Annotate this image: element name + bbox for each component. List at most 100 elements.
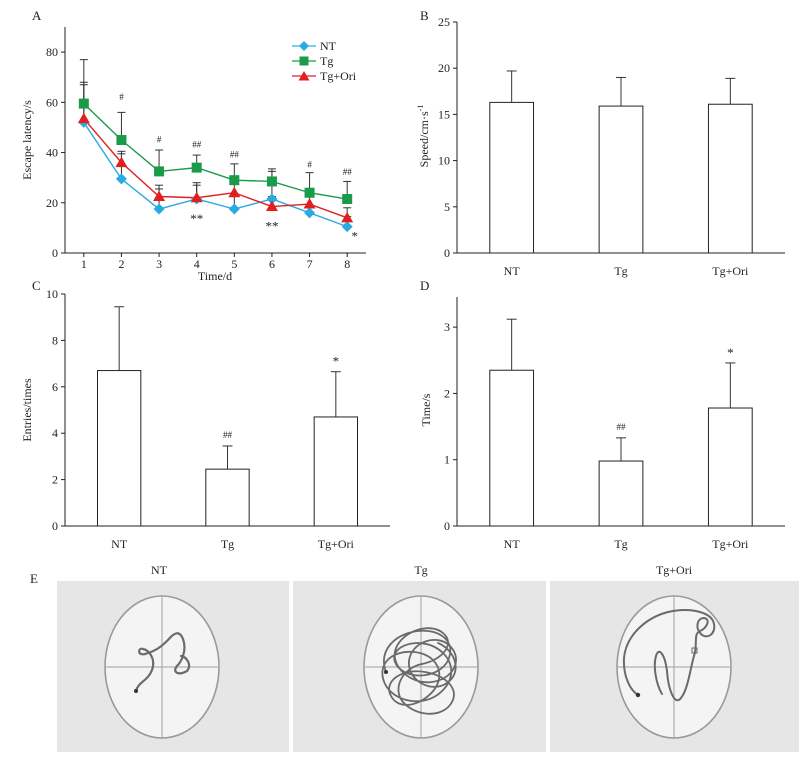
panel-a-ticks: 0 20 40 60 80 1 2 3 4 5 6 7 8	[46, 45, 350, 271]
significance-mark: *	[351, 228, 358, 243]
panel-b-bars: NT Tg Tg+Ori	[489, 70, 753, 278]
point-tg	[304, 187, 315, 198]
arena-nt-swim-path	[134, 632, 191, 693]
panel-c: C 0 2 4 6 8 10 NT Tg ## Tg+Ori * Entries/times	[20, 278, 390, 551]
panel-d-bars: NT Tg ## Tg+Ori *	[489, 318, 753, 551]
point-tg	[116, 135, 127, 145]
category-label-nt: NT	[504, 537, 521, 551]
category-label-tg: Tg	[614, 537, 627, 551]
y-tick-label: 8	[52, 333, 58, 347]
point-nt	[228, 203, 240, 215]
x-tick-label: 5	[231, 257, 237, 271]
significance-mark: ##	[192, 140, 202, 150]
panel-c-y-label: Entries/times	[20, 378, 34, 442]
significance-mark: ##	[343, 167, 353, 177]
y-tick-label: 3	[444, 320, 450, 334]
x-tick-label: 2	[118, 257, 124, 271]
legend-tgori-triangle	[298, 71, 310, 81]
y-tick-label: 2	[52, 473, 58, 487]
y-tick-label: 40	[46, 146, 58, 160]
point-tg-ori	[303, 198, 316, 209]
panel-a-series-lines	[83, 103, 348, 228]
panel-c-bars: NT Tg ## Tg+Ori *	[97, 306, 358, 551]
panel-a-y-label: Escape latency/s	[20, 100, 34, 180]
bar-tg-ori	[707, 407, 753, 527]
y-tick-label: 25	[438, 15, 450, 29]
panel-b: B 0 5 10 15 20 25 NT Tg Tg+Ori Speed/cm·s-1	[416, 8, 785, 278]
point-tg-ori	[341, 211, 354, 223]
significance-mark: **	[265, 218, 278, 233]
y-tick-label: 10	[438, 154, 450, 168]
arena-nt-title: NT	[151, 563, 168, 577]
arena-tg-start-point	[384, 670, 388, 674]
panel-d: D 0 1 2 3 NT Tg ## Tg+Ori * Time/s	[419, 278, 785, 551]
bar-tg-ori	[707, 103, 753, 254]
legend-tgori-label: Tg+Ori	[320, 69, 357, 83]
y-tick-label: 5	[444, 200, 450, 214]
category-label-tg-ori: Tg+Ori	[712, 537, 749, 551]
significance-mark-tg: ##	[617, 422, 627, 432]
arena-tgori-title: Tg+Ori	[656, 563, 693, 577]
arena-tg-swim-path	[381, 627, 457, 715]
legend-nt-label: NT	[320, 39, 337, 53]
panel-b-y-label-main: Speed/cm·s	[417, 111, 431, 167]
x-tick-label: 1	[81, 257, 87, 271]
significance-mark-tg-ori: *	[727, 345, 734, 360]
bar-tg-ori	[313, 416, 358, 527]
arena-tgori-start-point	[635, 692, 641, 698]
point-nt	[153, 203, 165, 215]
arena-tg: Tg	[293, 563, 546, 752]
significance-mark-tg-ori: *	[333, 354, 340, 369]
point-tg	[342, 194, 353, 205]
y-tick-label: 0	[444, 519, 450, 533]
panel-c-ticks: 0 2 4 6 8 10	[46, 287, 65, 533]
significance-mark-tg: ##	[223, 430, 233, 440]
y-tick-label: 6	[52, 380, 58, 394]
arena-tgori-platform-marker	[691, 647, 698, 654]
significance-mark: **	[190, 211, 203, 226]
arena-nt: NT	[57, 563, 289, 752]
point-nt	[304, 207, 316, 219]
y-tick-label: 1	[444, 453, 450, 467]
panel-b-ticks: 0 5 10 15 20 25	[438, 15, 457, 260]
y-tick-label: 80	[46, 45, 58, 59]
y-tick-label: 0	[52, 246, 58, 260]
arena-tgori-swim-path	[622, 609, 716, 702]
panel-e-label: E	[30, 571, 38, 586]
arena-tgori: Tg+Ori	[550, 563, 799, 752]
x-tick-label: 3	[156, 257, 162, 271]
panel-b-label: B	[420, 8, 429, 23]
legend-nt-diamond	[299, 41, 309, 51]
series-line-tg	[83, 103, 348, 200]
y-tick-label: 4	[52, 426, 58, 440]
legend-tg-square	[299, 56, 309, 66]
bar-tg	[205, 468, 250, 527]
x-tick-label: 8	[344, 257, 350, 271]
point-nt	[266, 193, 278, 205]
point-tg	[266, 176, 277, 187]
panel-d-ticks: 0 1 2 3	[444, 320, 457, 533]
bar-nt	[489, 369, 535, 527]
panel-a-markers	[77, 98, 354, 233]
significance-mark: #	[157, 135, 162, 145]
y-tick-label: 0	[444, 246, 450, 260]
significance-mark: #	[307, 160, 312, 170]
point-tg-ori	[265, 200, 278, 212]
bar-tg	[598, 460, 644, 527]
point-tg-ori	[153, 190, 166, 201]
panel-d-y-label: Time/s	[419, 393, 433, 426]
point-tg	[229, 175, 240, 186]
point-tg-ori	[115, 156, 128, 168]
significance-mark: #	[119, 92, 124, 102]
panel-a-legend: NT Tg Tg+Ori	[292, 39, 357, 83]
y-tick-label: 20	[438, 61, 450, 75]
panel-b-y-label-sup: -1	[416, 105, 425, 112]
arena-nt-start-point	[134, 689, 138, 693]
panel-b-y-label: Speed/cm·s-1	[416, 105, 431, 168]
bar-nt	[489, 101, 535, 254]
panel-e: E NT Tg Tg+Ori	[30, 563, 799, 752]
panel-a-annotations: #########*****	[119, 92, 358, 244]
point-nt	[341, 221, 353, 233]
panel-a-label: A	[32, 8, 42, 23]
